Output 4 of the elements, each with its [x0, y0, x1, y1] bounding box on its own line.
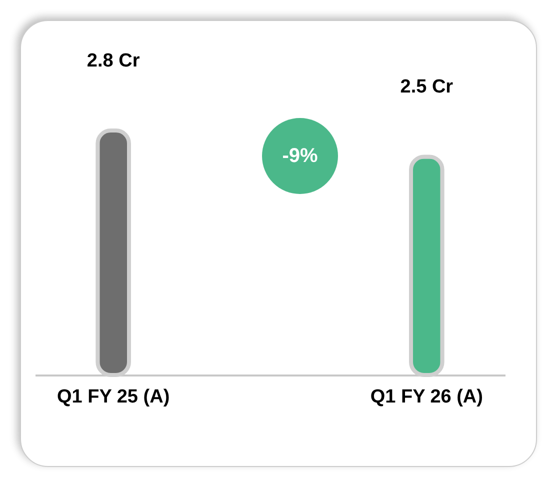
data-label: 2.8 Cr — [86, 50, 140, 72]
data-label: 2.5 Cr — [400, 76, 454, 98]
x-tick-label: Q1 FY 26 (A) — [370, 386, 483, 408]
x-tick-label: Q1 FY 25 (A) — [57, 386, 170, 408]
